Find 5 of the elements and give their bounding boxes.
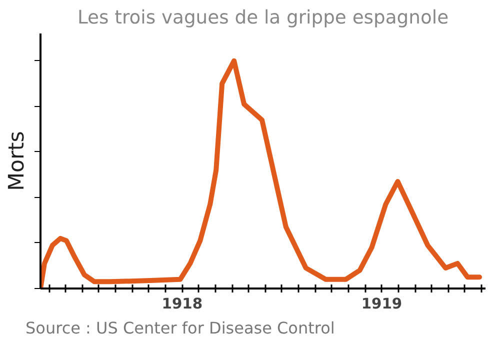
y-axis-title: Morts	[4, 131, 30, 191]
chart-title: Les trois vagues de la grippe espagnole	[77, 8, 449, 28]
x-tick-label: 1919	[361, 296, 402, 312]
x-tick-label: 1918	[162, 296, 203, 312]
source-note: Source : US Center for Disease Control	[26, 318, 335, 338]
